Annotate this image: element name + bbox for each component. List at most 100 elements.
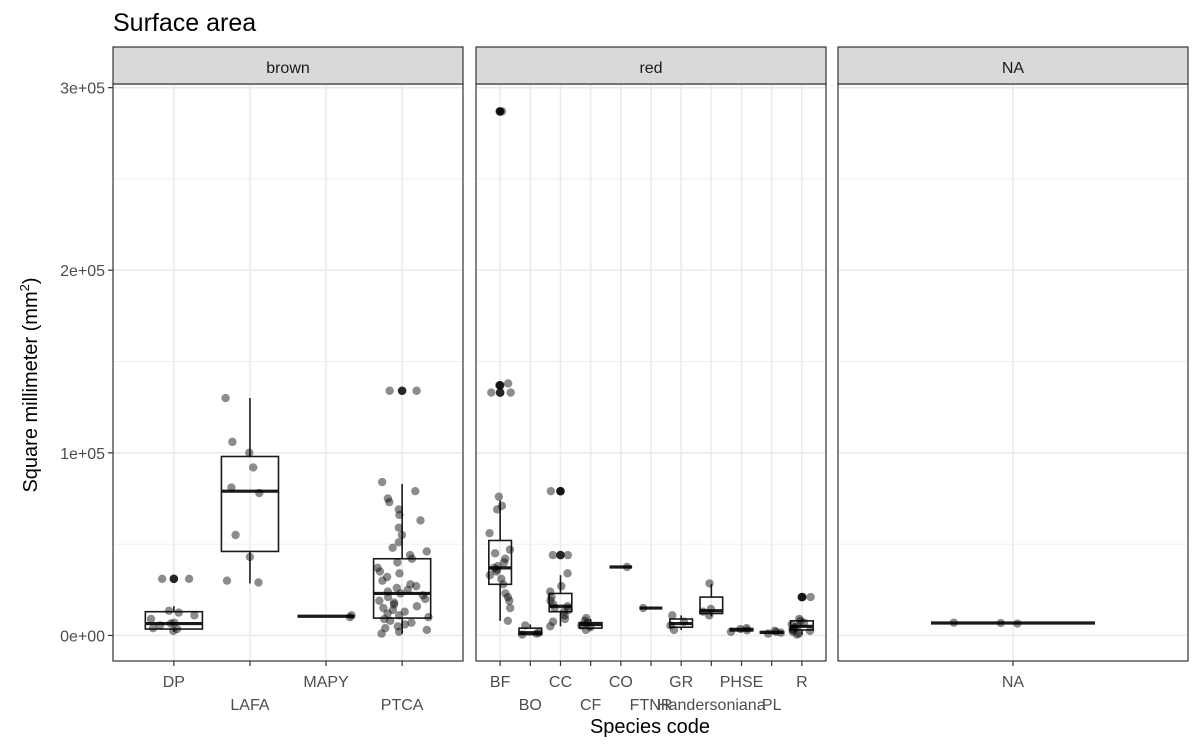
data-point: [497, 501, 507, 510]
data-point: [679, 617, 689, 626]
facet-strip: [475, 46, 827, 85]
box-group-phse: [726, 623, 754, 636]
data-point: [503, 379, 513, 388]
data-point: [494, 381, 504, 390]
data-point: [422, 547, 432, 556]
data-point: [228, 437, 237, 447]
data-point: [393, 622, 402, 631]
facet-strip: [837, 46, 1189, 85]
data-point: [487, 388, 496, 397]
outlier-point: [495, 380, 505, 390]
data-point: [726, 627, 736, 636]
box-group-mapy: [297, 611, 356, 622]
data-point: [385, 497, 394, 507]
data-point: [245, 552, 255, 562]
data-point: [389, 598, 399, 607]
data-point: [806, 592, 815, 602]
data-point: [394, 611, 404, 620]
data-point: [395, 510, 404, 520]
outlier-point: [797, 592, 807, 602]
data-point: [394, 538, 403, 547]
x-tick-label: CC: [549, 674, 572, 691]
data-point: [546, 486, 556, 496]
y-axis-title: Square millimeter (mm2): [17, 277, 42, 492]
data-point: [503, 592, 513, 602]
data-point: [550, 603, 559, 613]
x-tick-label: Handersoniana: [657, 697, 766, 714]
data-point: [221, 393, 230, 403]
data-point: [388, 543, 397, 552]
box-group-bo: [518, 621, 544, 639]
data-point: [378, 576, 387, 585]
data-point: [583, 618, 592, 627]
data-point: [505, 545, 515, 554]
data-point: [397, 530, 407, 540]
data-point: [172, 624, 182, 634]
box: [220, 455, 280, 553]
data-point: [245, 448, 254, 458]
data-point: [518, 630, 527, 639]
data-point: [393, 558, 402, 567]
data-point: [394, 523, 404, 532]
data-point: [787, 620, 796, 629]
data-point: [799, 618, 809, 627]
panel-background: [113, 84, 463, 661]
data-point: [395, 569, 404, 578]
data-point: [560, 614, 570, 624]
data-point: [521, 621, 530, 630]
data-point: [381, 623, 390, 633]
data-point: [377, 477, 387, 487]
data-point: [411, 581, 421, 591]
facet-strip: [112, 46, 464, 85]
data-point: [416, 516, 425, 525]
data-point: [548, 617, 558, 626]
box-group-ftnr: [638, 603, 663, 613]
data-point: [155, 621, 165, 630]
data-point: [949, 618, 959, 627]
data-point: [406, 580, 415, 589]
outlier-point: [495, 107, 505, 116]
box-group-lafa: [220, 393, 280, 587]
data-point: [169, 626, 178, 636]
data-point: [254, 578, 263, 587]
data-point: [394, 505, 404, 514]
data-point: [382, 572, 392, 582]
data-point: [505, 596, 514, 605]
data-point: [706, 604, 716, 614]
data-point: [557, 581, 566, 591]
data-point: [227, 483, 236, 492]
data-point: [792, 630, 802, 639]
box-group-r: [787, 592, 815, 639]
data-point: [563, 569, 572, 578]
data-point: [580, 616, 590, 626]
data-point: [495, 107, 504, 116]
data-point: [405, 550, 415, 560]
data-point: [392, 583, 402, 593]
data-point: [400, 607, 409, 616]
facet-panel-red: red BF BO CC CF CO FTNR GR Handersoniana PHSE PL R: [475, 46, 827, 714]
data-point: [736, 624, 745, 634]
y-axis-title-superscript: 2: [17, 284, 32, 291]
data-point: [412, 602, 422, 611]
x-tick-label: MAPY: [303, 674, 349, 691]
y-tick-label: 1e+05: [60, 446, 105, 463]
y-axis-title-main: Square millimeter (mm: [20, 291, 42, 492]
data-point: [547, 592, 556, 602]
data-point: [498, 580, 508, 589]
y-tick-label: 0e+00: [60, 628, 105, 645]
data-point: [396, 589, 405, 598]
box-group-ptca: [372, 386, 433, 638]
facet-panels: brown DP LAFA MAPY PTCA red BF BO CC CF CO FTNR GR Ha…: [112, 46, 1189, 714]
data-point: [534, 628, 544, 637]
data-point: [548, 550, 558, 560]
data-point: [742, 626, 752, 635]
data-point: [375, 567, 385, 576]
facet-strip-label: brown: [266, 60, 310, 77]
data-point: [383, 494, 393, 503]
data-point: [582, 613, 591, 623]
data-point: [403, 585, 412, 594]
chart-title: Surface area: [113, 9, 256, 37]
data-point: [492, 567, 501, 576]
facet-panel-brown: brown DP LAFA MAPY PTCA: [112, 46, 464, 714]
data-point: [788, 625, 798, 635]
